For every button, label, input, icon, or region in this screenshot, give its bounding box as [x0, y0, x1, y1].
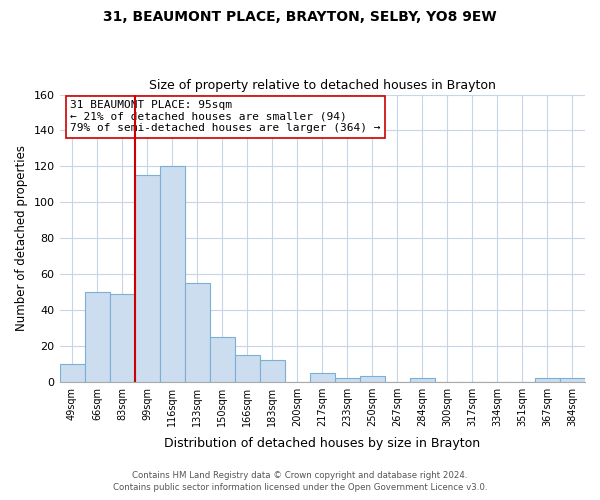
- Bar: [160, 166, 185, 382]
- X-axis label: Distribution of detached houses by size in Brayton: Distribution of detached houses by size …: [164, 437, 481, 450]
- Text: Contains HM Land Registry data © Crown copyright and database right 2024.
Contai: Contains HM Land Registry data © Crown c…: [113, 471, 487, 492]
- Title: Size of property relative to detached houses in Brayton: Size of property relative to detached ho…: [149, 79, 496, 92]
- Bar: [110, 294, 134, 382]
- Bar: [335, 378, 360, 382]
- Bar: [134, 176, 160, 382]
- Bar: [535, 378, 560, 382]
- Bar: [59, 364, 85, 382]
- Bar: [209, 337, 235, 382]
- Y-axis label: Number of detached properties: Number of detached properties: [15, 145, 28, 331]
- Bar: [85, 292, 110, 382]
- Bar: [310, 372, 335, 382]
- Bar: [260, 360, 285, 382]
- Text: 31, BEAUMONT PLACE, BRAYTON, SELBY, YO8 9EW: 31, BEAUMONT PLACE, BRAYTON, SELBY, YO8 …: [103, 10, 497, 24]
- Bar: [185, 283, 209, 382]
- Text: 31 BEAUMONT PLACE: 95sqm
← 21% of detached houses are smaller (94)
79% of semi-d: 31 BEAUMONT PLACE: 95sqm ← 21% of detach…: [70, 100, 380, 134]
- Bar: [410, 378, 435, 382]
- Bar: [360, 376, 385, 382]
- Bar: [560, 378, 585, 382]
- Bar: [235, 354, 260, 382]
